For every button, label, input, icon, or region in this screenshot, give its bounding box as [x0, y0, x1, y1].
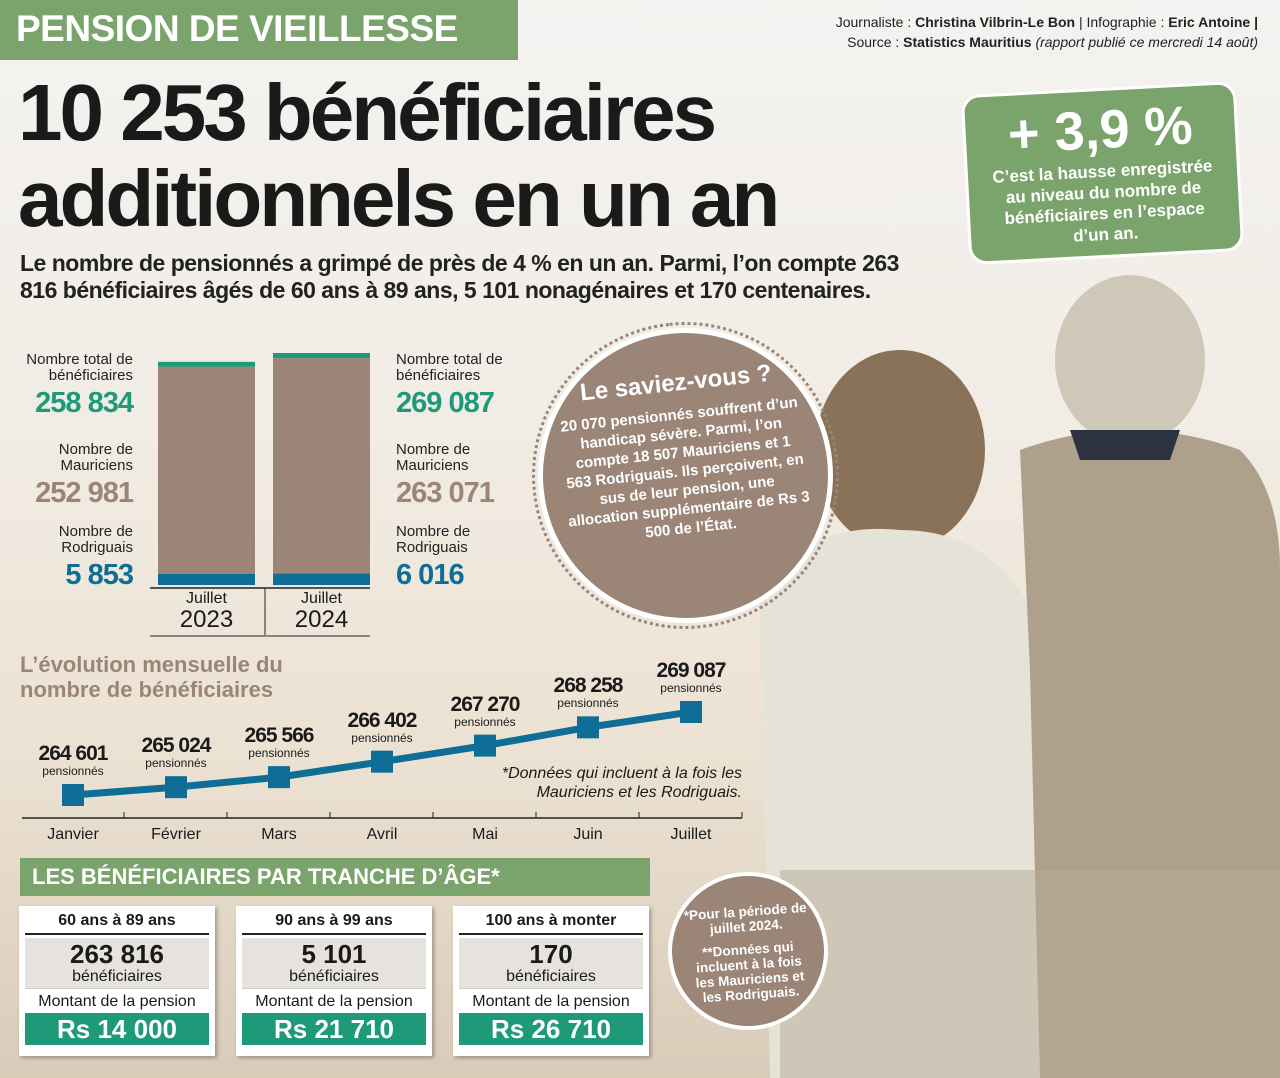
- line-unit-label: pensionnés: [660, 681, 722, 695]
- line-point-Avril: [371, 750, 393, 773]
- headline: 10 253 bénéficiaires additionnels en un …: [18, 68, 780, 243]
- bar-value-label: 5 853: [65, 559, 134, 591]
- age-section-title: LES BÉNÉFICIAIRES PAR TRANCHE D’ÂGE*: [20, 858, 650, 896]
- line-chart-title: L’évolution mensuelle du nombre de bénéf…: [20, 652, 283, 702]
- age-count-box: 170 bénéficiaires: [459, 938, 643, 988]
- line-chart: [22, 701, 743, 819]
- age-count: 263 816: [70, 939, 164, 969]
- pension-amount: Rs 26 710: [459, 1013, 643, 1045]
- section-kicker: PENSION DE VIEILLESSE: [0, 0, 518, 60]
- age-count-box: 5 101 bénéficiaires: [242, 938, 426, 988]
- journalist: Christina Vilbrin-Le Bon: [915, 14, 1076, 30]
- bar-chart: [150, 353, 370, 637]
- x-tick-label: Juin: [573, 826, 603, 843]
- footnote-1: *Pour la période de juillet 2024.: [683, 899, 808, 937]
- age-count-unit: bénéficiaires: [289, 968, 379, 985]
- age-range: 60 ans à 89 ans: [25, 912, 209, 935]
- pension-amount-label: Montant de la pension: [459, 988, 643, 1013]
- bar-value-label: 258 834: [35, 387, 134, 419]
- line-unit-label: pensionnés: [557, 696, 619, 711]
- line-value-label: 265 024: [141, 734, 212, 758]
- line-value-label: 265 566: [244, 724, 315, 748]
- highlight-text: C’est la hausse enregistrée au niveau du…: [991, 156, 1213, 246]
- source-note: (rapport publié ce mercredi 14 août): [1035, 34, 1258, 50]
- line-point-Juin: [577, 716, 599, 739]
- age-count-box: 263 816 bénéficiaires: [25, 938, 209, 988]
- bar-rodriguais-2024: [273, 573, 370, 585]
- bar-series-label: Nombre de Rodriguais: [396, 523, 471, 556]
- age-count-unit: bénéficiaires: [506, 968, 596, 985]
- line-unit-label: pensionnés: [145, 756, 207, 771]
- line-point-Juillet: [680, 701, 702, 723]
- lead-paragraph: Le nombre de pensionnés a grimpé de près…: [20, 250, 899, 303]
- bar-mauriciens-2024: [273, 358, 370, 574]
- bar-mauriciens-2023: [158, 366, 255, 574]
- line-point-label: 269 087 pensionnés: [636, 660, 746, 695]
- x-tick-label: Juillet: [670, 826, 712, 843]
- credits: Journaliste : Christina Vilbrin-Le Bon |…: [658, 12, 1258, 52]
- bar-value-label: 6 016: [396, 559, 465, 591]
- age-range: 90 ans à 99 ans: [242, 912, 426, 935]
- line-point-label: 268 258 pensionnés: [533, 675, 643, 710]
- pension-amount: Rs 14 000: [25, 1013, 209, 1045]
- pension-amount-label: Montant de la pension: [242, 988, 426, 1013]
- x-tick-label: Janvier: [47, 826, 99, 843]
- bar-month-label: Juillet: [186, 590, 227, 607]
- pension-amount-label: Montant de la pension: [25, 988, 209, 1013]
- highlight-box: + 3,9 % C’est la hausse enregistrée au n…: [960, 80, 1245, 266]
- line-unit-label: pensionnés: [351, 730, 413, 745]
- line-unit-label: pensionnés: [454, 714, 516, 729]
- bar-value-label: 252 981: [35, 477, 134, 509]
- line-point-label: 265 566 pensionnés: [224, 725, 334, 760]
- bar-rodriguais-2023: [158, 573, 255, 585]
- line-point-Mai: [474, 734, 496, 757]
- bar-value-label: 263 071: [396, 477, 495, 509]
- line-chart-note: *Données qui incluent à la fois les Maur…: [501, 765, 742, 801]
- infographic-author: Eric Antoine |: [1168, 14, 1258, 30]
- bar-year-label: 2023: [179, 606, 234, 633]
- line-value-label: 268 258: [553, 674, 624, 698]
- age-range: 100 ans à monter: [459, 912, 643, 935]
- elderly-couple-photo: [760, 275, 1280, 1078]
- age-card: 100 ans à monter 170 bénéficiaires Montant …: [453, 906, 649, 1056]
- infographic-label: | Infographie :: [1078, 14, 1165, 30]
- line-value-label: 269 087: [656, 659, 727, 682]
- bar-value-label: 269 087: [396, 387, 495, 419]
- line-point-Février: [165, 776, 187, 799]
- line-value-label: 264 601: [38, 742, 109, 765]
- source: Statistics Mauritius: [903, 34, 1032, 50]
- age-count: 5 101: [301, 939, 367, 969]
- line-unit-label: pensionnés: [248, 746, 310, 761]
- line-value-label: 267 270: [450, 692, 521, 716]
- bar-series-label: Nombre total de bénéficiaires: [26, 351, 133, 384]
- age-count-unit: bénéficiaires: [72, 968, 162, 985]
- pension-amount: Rs 21 710: [242, 1013, 426, 1045]
- bar-total-2024: [273, 353, 370, 359]
- age-card: 90 ans à 99 ans 5 101 bénéficiaires Montant…: [236, 906, 432, 1056]
- bar-series-label: Nombre de Mauriciens: [396, 441, 471, 474]
- line-point-label: 266 402 pensionnés: [327, 708, 437, 745]
- line-point-label: 264 601 pensionnés: [18, 743, 128, 778]
- x-tick-label: Avril: [366, 826, 398, 843]
- bar-series-label: Nombre de Mauriciens: [58, 441, 133, 474]
- line-point-label: 267 270 pensionnés: [430, 692, 540, 729]
- line-unit-label: pensionnés: [42, 764, 104, 778]
- bar-series-label: Nombre total de bénéficiaires: [396, 351, 503, 384]
- x-tick-label: Mai: [472, 826, 498, 843]
- line-point-Mars: [268, 766, 290, 789]
- line-point-label: 265 024 pensionnés: [121, 735, 231, 770]
- line-point-Janvier: [62, 784, 84, 806]
- bar-month-label: Juillet: [301, 590, 342, 607]
- x-tick-label: Mars: [261, 826, 297, 843]
- journalist-label: Journaliste :: [835, 14, 912, 30]
- x-tick-label: Février: [151, 826, 201, 843]
- age-card: 60 ans à 89 ans 263 816 bénéficiaires Monta…: [19, 906, 215, 1056]
- footnote-2: **Données qui incluent à la fois les Mau…: [695, 938, 805, 1006]
- bar-total-2023: [158, 361, 255, 367]
- bar-series-label: Nombre de Rodriguais: [58, 523, 133, 556]
- line-value-label: 266 402: [347, 708, 418, 732]
- age-count: 170: [529, 939, 573, 969]
- source-label: Source :: [847, 34, 900, 50]
- bar-year-label: 2024: [294, 606, 349, 633]
